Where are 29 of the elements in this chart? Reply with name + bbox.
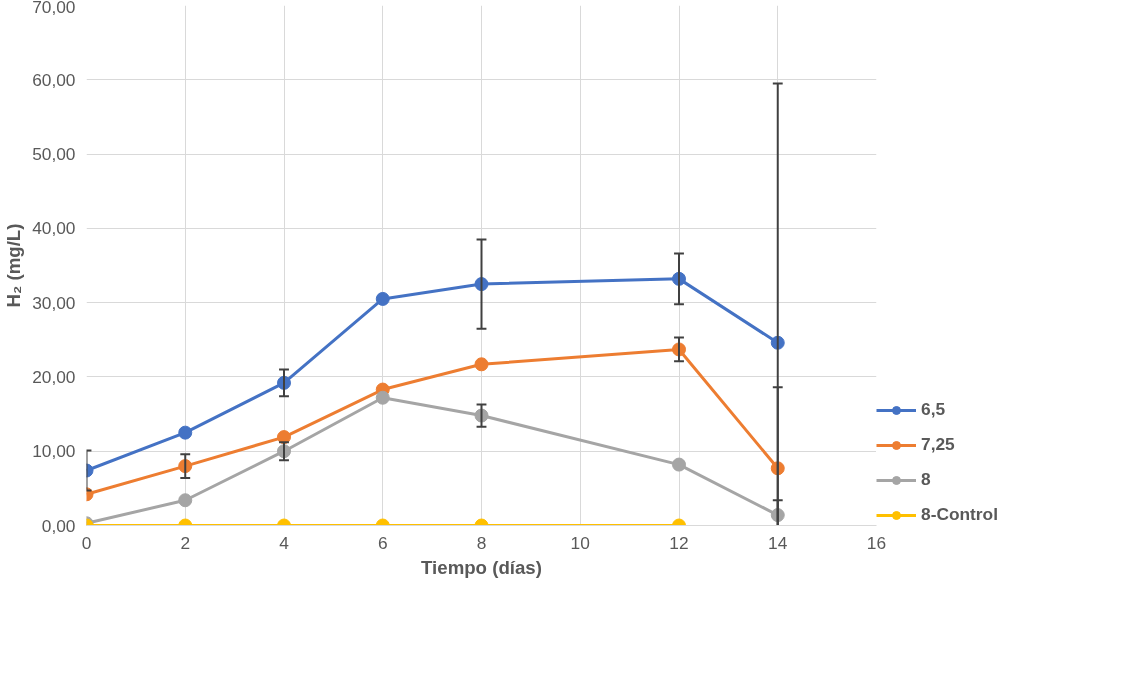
point [178,493,193,508]
x-tick-label: 4 [279,532,290,553]
y-tick-label: 60,00 [32,69,76,90]
legend-label: 8 [921,469,932,490]
y-tick-label: 20,00 [32,366,76,387]
y-tick-label: 0,00 [41,515,76,536]
y-axis-title: H₂ (mg/L) [3,223,25,308]
x-tick-label: 14 [768,532,788,553]
y-tick-label: 30,00 [32,292,76,313]
y-tick-label: 70,00 [32,0,76,17]
legend-label: 7,25 [921,434,955,455]
legend-label: 6,5 [921,399,946,420]
point [474,357,489,372]
x-tick-label: 6 [377,532,388,553]
x-axis-title: Tiempo (días) [421,556,542,578]
x-tick-label: 0 [81,532,92,553]
point [375,390,390,405]
point [672,457,686,472]
x-tick-label: 2 [180,532,191,553]
legend-label: 8-Control [921,504,999,525]
x-tick-label: 12 [669,532,689,553]
y-tick-label: 40,00 [32,218,76,239]
x-tick-label: 8 [476,532,487,553]
x-tick-label: 16 [866,532,887,553]
y-tick-label: 50,00 [32,144,76,165]
y-tick-label: 10,00 [32,441,76,462]
point [178,425,193,440]
point [375,291,390,306]
x-tick-label: 10 [570,532,590,553]
